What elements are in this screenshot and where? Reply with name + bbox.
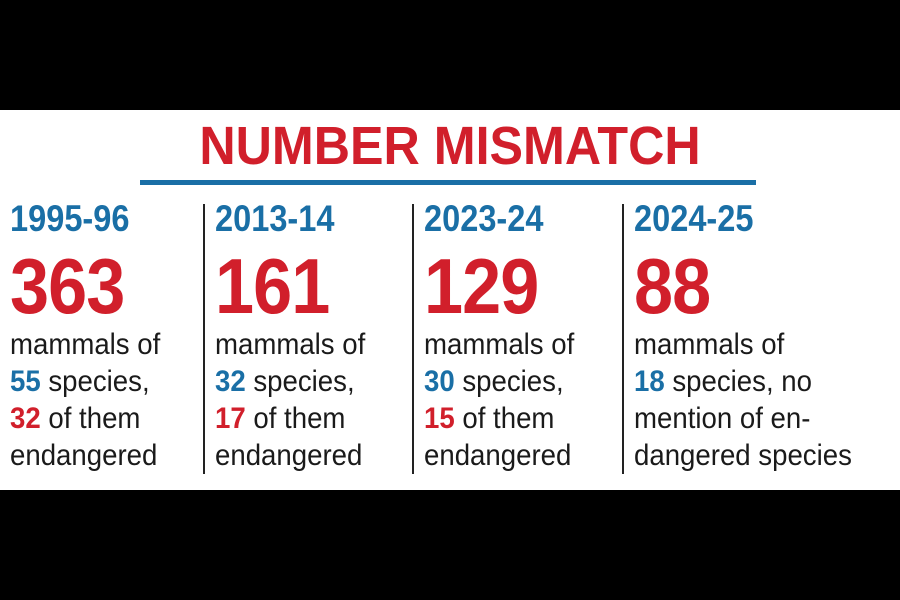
line-endangered-count: 17 of them — [215, 400, 394, 437]
line-species: 55 species, — [10, 363, 185, 400]
year-label: 2023-24 — [424, 198, 544, 239]
endangered-count: 32 — [10, 402, 41, 435]
headline-underline — [140, 180, 756, 185]
species-text: species, — [245, 365, 355, 398]
mammal-count: 129 — [424, 242, 539, 330]
endangered-count: 15 — [424, 402, 455, 435]
species-count: 55 — [10, 365, 41, 398]
species-count: 30 — [424, 365, 455, 398]
column-2024-25: 2024-25 88 mammals of 18 species, no men… — [634, 194, 894, 484]
year-label: 2024-25 — [634, 198, 754, 239]
mammal-count: 363 — [10, 242, 125, 330]
line-endangered-count: 15 of them — [424, 400, 603, 437]
line-endangered: endangered — [10, 439, 158, 472]
species-count: 32 — [215, 365, 246, 398]
line-mammals-of: mammals of — [215, 328, 366, 361]
endangered-text: of them — [40, 402, 141, 435]
mammal-count: 88 — [634, 242, 711, 330]
line-endangered-count: 32 of them — [10, 400, 185, 437]
infographic-panel: NUMBER MISMATCH 1995-96 363 mammals of 5… — [0, 110, 900, 490]
headline: NUMBER MISMATCH — [199, 116, 701, 176]
column-divider — [203, 204, 205, 474]
endangered-text: of them — [245, 402, 346, 435]
column-divider — [622, 204, 624, 474]
line-endangered: endangered — [215, 439, 363, 472]
species-text: species, — [40, 365, 150, 398]
species-text: species, no — [664, 365, 812, 398]
mammal-count: 161 — [215, 242, 330, 330]
year-label: 2013-14 — [215, 198, 335, 239]
column-divider — [412, 204, 414, 474]
line-mammals-of: mammals of — [424, 328, 575, 361]
species-count: 18 — [634, 365, 665, 398]
line-endangered: endangered — [424, 439, 572, 472]
line-mammals-of: mammals of — [10, 328, 161, 361]
line-mammals-of: mammals of — [634, 328, 785, 361]
line-species: 30 species, — [424, 363, 603, 400]
line-mention: mention of en- — [634, 402, 811, 435]
year-label: 1995-96 — [10, 198, 130, 239]
column-2013-14: 2013-14 161 mammals of 32 species, 17 of… — [215, 194, 410, 484]
column-1995-96: 1995-96 363 mammals of 55 species, 32 of… — [10, 194, 200, 484]
endangered-text: of them — [454, 402, 555, 435]
line-species: 18 species, no — [634, 363, 873, 400]
species-text: species, — [454, 365, 564, 398]
endangered-count: 17 — [215, 402, 246, 435]
column-2023-24: 2023-24 129 mammals of 30 species, 15 of… — [424, 194, 619, 484]
line-species: 32 species, — [215, 363, 394, 400]
line-endangered-species: dangered species — [634, 439, 852, 472]
